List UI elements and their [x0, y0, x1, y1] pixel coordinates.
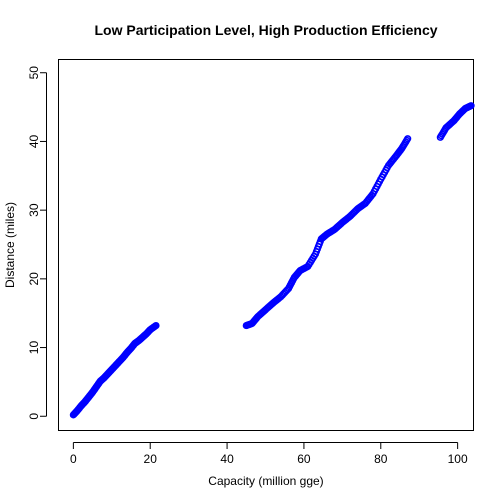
y-tick-label: 20 [27, 272, 41, 286]
x-tick-label: 0 [70, 452, 77, 466]
x-axis-label: Capacity (million gge) [208, 474, 323, 488]
x-tick-label: 100 [448, 452, 468, 466]
chart-title: Low Participation Level, High Production… [94, 22, 437, 38]
y-axis-label: Distance (miles) [3, 202, 17, 288]
y-tick-label: 10 [27, 341, 41, 355]
plot-area [58, 59, 474, 431]
x-tick-label: 60 [297, 452, 311, 466]
data-point [152, 321, 160, 330]
x-tick-label: 20 [144, 452, 158, 466]
y-axis: 0 10 20 30 40 50 [27, 66, 47, 420]
data-points [69, 102, 475, 419]
y-tick-label: 40 [27, 134, 41, 148]
x-tick-label: 80 [374, 452, 388, 466]
x-tick-label: 40 [220, 452, 234, 466]
y-tick-label: 0 [27, 413, 41, 420]
y-tick-label: 50 [27, 66, 41, 80]
y-tick-label: 30 [27, 203, 41, 217]
data-point [404, 135, 412, 143]
x-axis: 0 20 40 60 80 100 [70, 442, 468, 466]
data-point [467, 102, 475, 110]
